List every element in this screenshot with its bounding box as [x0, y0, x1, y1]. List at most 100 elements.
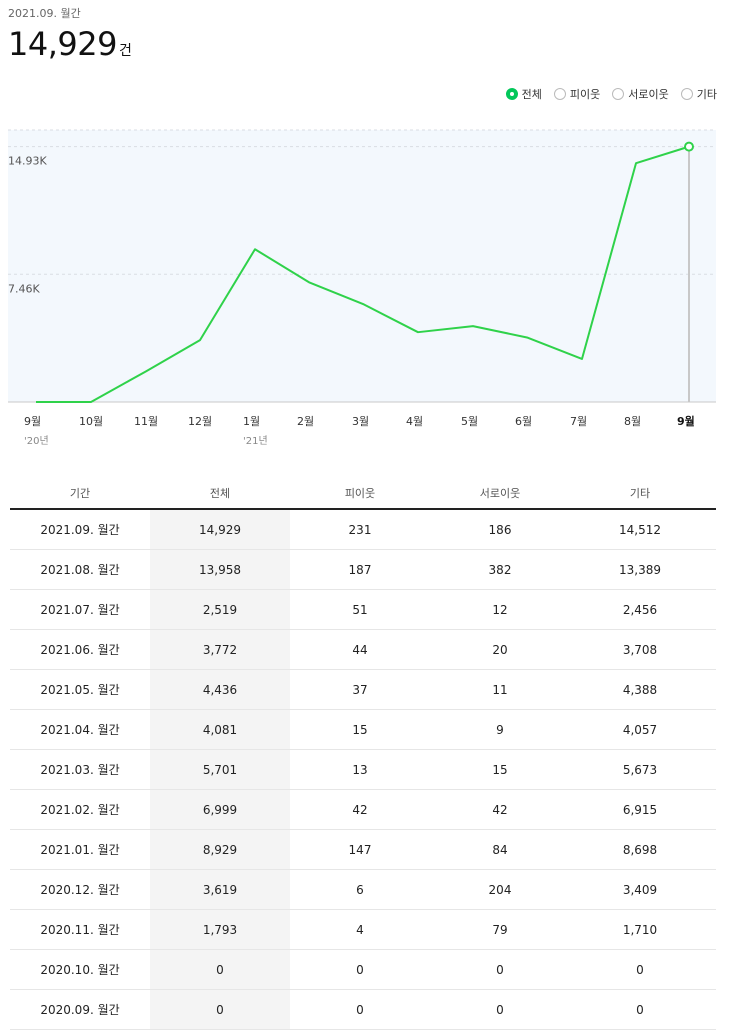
cell-total: 0 — [150, 950, 290, 989]
cell-neighbor: 51 — [352, 602, 368, 617]
cell-period: 2021.05. 월간 — [40, 683, 120, 697]
cell-other: 3,409 — [622, 882, 658, 897]
cell-other: 4,388 — [622, 682, 658, 697]
year-label: '20년 — [24, 435, 49, 447]
cell-neighbor: 6 — [356, 882, 364, 897]
cell-total: 13,958 — [150, 550, 290, 589]
cell-period: 2020.09. 월간 — [40, 1003, 120, 1017]
cell-total: 4,436 — [150, 670, 290, 709]
table-row: 2021.01. 월간 8,929 147 84 8,698 — [10, 830, 716, 870]
x-tick-label: 7월 — [570, 415, 587, 428]
filter-mutual[interactable]: 서로이웃 — [612, 86, 669, 102]
cell-total: 14,929 — [150, 510, 290, 549]
table-body: 2021.09. 월간 14,929 231 186 14,512 2021.08. 월간… — [10, 510, 716, 1030]
cell-total: 3,619 — [150, 870, 290, 909]
cell-period: 2021.07. 월간 — [40, 603, 120, 617]
cell-mutual: 0 — [496, 962, 504, 977]
highlight-point — [684, 141, 694, 152]
cell-mutual: 15 — [492, 762, 508, 777]
cell-period: 2021.03. 월간 — [40, 763, 120, 777]
filter-all[interactable]: 전체 — [505, 86, 542, 102]
cell-period: 2020.11. 월간 — [40, 923, 120, 937]
total-unit: 건 — [118, 43, 132, 59]
table-row: 2021.05. 월간 4,436 37 11 4,388 — [10, 670, 716, 710]
x-tick-label: 8월 — [624, 415, 641, 428]
cell-neighbor: 4 — [356, 922, 364, 937]
cell-mutual: 186 — [488, 522, 512, 537]
x-tick-label: 6월 — [515, 415, 532, 428]
x-tick-label: 11월 — [134, 415, 158, 428]
filter-other[interactable]: 기타 — [680, 86, 717, 102]
cell-period: 2021.06. 월간 — [40, 643, 120, 657]
cell-total: 3,772 — [150, 630, 290, 669]
series-line — [36, 145, 690, 403]
cell-total: 2,519 — [150, 590, 290, 629]
cell-mutual: 11 — [492, 682, 508, 697]
radio-icon — [505, 88, 518, 100]
cell-mutual: 79 — [492, 922, 508, 937]
x-tick-label: 9월 — [677, 414, 695, 428]
radio-icon — [680, 88, 693, 100]
cell-other: 3,708 — [622, 642, 658, 657]
x-tick-label: 3월 — [352, 415, 369, 428]
cell-other: 2,456 — [622, 602, 658, 617]
table-header: 기간 전체 피이웃 서로이웃 기타 — [10, 478, 716, 510]
header-total: 전체 — [209, 487, 231, 500]
cell-neighbor: 0 — [356, 962, 364, 977]
cell-other: 1,710 — [622, 922, 658, 937]
cell-total: 4,081 — [150, 710, 290, 749]
cell-total: 6,999 — [150, 790, 290, 829]
x-tick-label: 10월 — [79, 415, 103, 428]
header-period: 기간 — [69, 487, 91, 500]
header-neighbor: 피이웃 — [344, 487, 376, 500]
cell-neighbor: 37 — [352, 682, 368, 697]
table-row: 2021.09. 월간 14,929 231 186 14,512 — [10, 510, 716, 550]
series-filter: 전체 피이웃 서로이웃 기타 — [505, 86, 717, 102]
table-row: 2021.04. 월간 4,081 15 9 4,057 — [10, 710, 716, 750]
cell-neighbor: 42 — [352, 802, 368, 817]
cell-other: 14,512 — [619, 522, 661, 537]
cell-neighbor: 13 — [352, 762, 368, 777]
line-chart: 7.46K 14.93K 9월 '20년 10월 11월 12월 1월 '21년 2월 3월 4월 5월… — [8, 129, 716, 447]
y-tick-label: 14.93K — [8, 155, 47, 168]
x-tick-label: 5월 — [461, 415, 478, 428]
cell-other: 5,673 — [622, 762, 658, 777]
cell-total: 1,793 — [150, 910, 290, 949]
cell-mutual: 12 — [492, 602, 508, 617]
y-tick-label: 7.46K — [8, 282, 40, 295]
cell-neighbor: 187 — [348, 562, 372, 577]
table-row: 2021.02. 월간 6,999 42 42 6,915 — [10, 790, 716, 830]
filter-label: 전체 — [521, 88, 542, 101]
radio-icon — [553, 88, 566, 100]
x-tick-label: 12월 — [188, 415, 212, 428]
cell-mutual: 0 — [496, 1002, 504, 1017]
filter-label: 피이웃 — [569, 88, 601, 101]
cell-mutual: 84 — [492, 842, 508, 857]
cell-other: 0 — [636, 1002, 644, 1017]
table-row: 2020.10. 월간 0 0 0 0 — [10, 950, 716, 990]
cell-neighbor: 15 — [352, 722, 368, 737]
cell-other: 6,915 — [622, 802, 658, 817]
table-row: 2020.09. 월간 0 0 0 0 — [10, 990, 716, 1030]
period-label: 2021.09. 월간 — [8, 7, 81, 20]
cell-total: 5,701 — [150, 750, 290, 789]
table-row: 2021.03. 월간 5,701 13 15 5,673 — [10, 750, 716, 790]
cell-mutual: 20 — [492, 642, 508, 657]
filter-neighbor[interactable]: 피이웃 — [553, 86, 601, 102]
cell-other: 0 — [636, 962, 644, 977]
cell-neighbor: 44 — [352, 642, 368, 657]
cell-period: 2020.12. 월간 — [40, 883, 120, 897]
cell-period: 2020.10. 월간 — [40, 963, 120, 977]
cell-total: 8,929 — [150, 830, 290, 869]
table-row: 2020.11. 월간 1,793 4 79 1,710 — [10, 910, 716, 950]
cell-mutual: 204 — [488, 882, 512, 897]
cell-period: 2021.09. 월간 — [40, 523, 120, 537]
cell-period: 2021.01. 월간 — [40, 843, 120, 857]
radio-icon — [612, 88, 625, 100]
total-value: 14,929 — [8, 25, 117, 63]
filter-label: 기타 — [696, 88, 717, 101]
cell-mutual: 9 — [496, 722, 504, 737]
table-row: 2021.06. 월간 3,772 44 20 3,708 — [10, 630, 716, 670]
cell-period: 2021.08. 월간 — [40, 563, 120, 577]
cell-period: 2021.04. 월간 — [40, 723, 120, 737]
